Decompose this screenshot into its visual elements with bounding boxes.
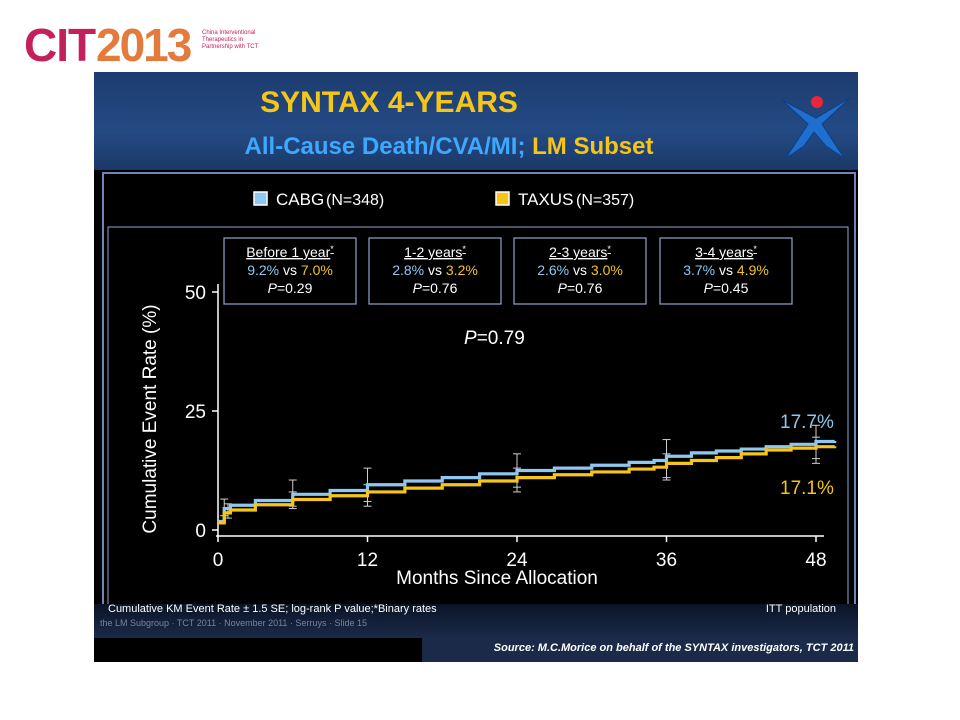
end-label-cabg: 17.7% [780, 412, 834, 433]
interval-box-title-3: 2-3 years* [549, 244, 611, 260]
interval-box-title-1: Before 1 year* [246, 244, 334, 260]
x-tick-label-24: 24 [506, 550, 528, 571]
chart-panel: CABG (N=348) TAXUS (N=357) 0 25 50 0 12 24 36 48 Cum… [102, 172, 856, 632]
slide-header: SYNTAX 4-YEARS All-Cause Death/CVA/MI; L… [94, 72, 858, 170]
source-text: Source: M.C.Morice on behalf of the SYNT… [493, 642, 854, 654]
legend-swatch-taxus [495, 191, 510, 206]
legend-n-taxus: (N=357) [576, 192, 634, 209]
presentation-slide: SYNTAX 4-YEARS All-Cause Death/CVA/MI; L… [94, 72, 858, 662]
legend-label-taxus: TAXUS [518, 190, 573, 209]
legend-n-cabg: (N=348) [326, 192, 384, 209]
logo-cit-text: CIT [24, 19, 96, 71]
slide-title: SYNTAX 4-YEARS [260, 86, 518, 119]
km-chart: CABG (N=348) TAXUS (N=357) 0 25 50 0 12 24 36 48 Cum… [107, 190, 849, 620]
x-tick-label-36: 36 [656, 550, 677, 571]
interval-box-rates-1: 9.2% vs 7.0% [247, 262, 333, 278]
subtitle-part2: LM Subset [532, 133, 654, 160]
y-tick-label-0: 0 [195, 521, 206, 542]
footnote: Cumulative KM Event Rate ± 1.5 SE; log-r… [108, 603, 437, 615]
interval-box-3 [513, 237, 647, 305]
syntax-figure-icon [781, 96, 851, 159]
interval-box-4 [659, 237, 793, 305]
slide-reference: the LM Subgroup · TCT 2011 · November 20… [100, 618, 367, 628]
interval-box-title-4: 3-4 years* [695, 244, 757, 260]
interval-box-rates-3: 2.6% vs 3.0% [537, 262, 623, 278]
legend-label-cabg: CABG [276, 190, 324, 209]
x-axis-label: Months Since Allocation [396, 568, 598, 589]
y-axis-label: Cumulative Event Rate (%) [140, 304, 161, 533]
interval-box-rates-4: 3.7% vs 4.9% [683, 262, 769, 278]
interval-box-rates-2: 2.8% vs 3.2% [392, 262, 478, 278]
legend-swatch-cabg [253, 191, 268, 206]
x-tick-label-48: 48 [805, 550, 826, 571]
cit-2013-logo: CIT 2013 China Interventional Therapeuti… [24, 14, 258, 74]
interval-box-p-1: P=0.29 [268, 280, 313, 296]
slide-subtitle: All-Cause Death/CVA/MI; LM Subset [94, 133, 804, 161]
source-banner: Source: M.C.Morice on behalf of the SYNT… [422, 638, 858, 662]
interval-box-title-2: 1-2 years* [404, 244, 466, 260]
y-tick-label-50: 50 [185, 283, 206, 304]
interval-box-p-2: P=0.76 [413, 280, 458, 296]
p-value-label: P=0.79 [464, 328, 525, 349]
footer-bar [94, 604, 858, 638]
x-tick-label-12: 12 [357, 550, 378, 571]
interval-box-2 [368, 237, 502, 305]
interval-box-p-3: P=0.76 [558, 280, 603, 296]
logo-year-text: 2013 [96, 19, 192, 71]
subtitle-part1: All-Cause Death/CVA/MI; [244, 133, 526, 160]
y-tick-label-25: 25 [185, 402, 206, 423]
interval-box-1 [223, 237, 357, 305]
population-label: ITT population [765, 603, 836, 615]
series-line-taxus [218, 445, 837, 525]
logo-tagline: China Interventional Therapeutics in Par… [202, 30, 259, 50]
end-label-taxus: 17.1% [780, 478, 834, 499]
x-tick-label-0: 0 [213, 550, 224, 571]
interval-box-p-4: P=0.45 [704, 280, 749, 296]
